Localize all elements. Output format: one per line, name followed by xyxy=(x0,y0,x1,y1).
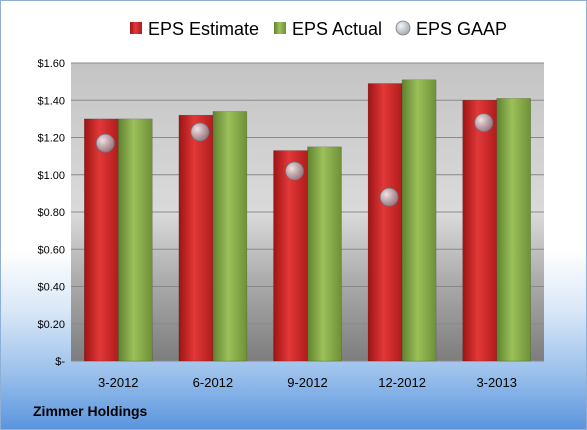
y-tick-label: $0.20 xyxy=(37,319,65,331)
legend: EPS Estimate EPS Actual EPS GAAP xyxy=(130,19,507,39)
marker-eps-gaap xyxy=(190,122,210,142)
y-tick-label: $1.00 xyxy=(37,170,65,182)
y-tick-label: $0.60 xyxy=(37,244,65,256)
x-axis-categories: 3-2012 6-2012 9-2012 12-2012 3-2013 xyxy=(98,375,517,390)
bar-eps-actual xyxy=(401,79,437,362)
y-tick-label: $0.80 xyxy=(37,207,65,219)
bar-eps-estimate xyxy=(178,114,214,362)
bar-eps-estimate xyxy=(462,100,497,362)
x-category-label: 3-2013 xyxy=(476,375,516,390)
bar-eps-estimate xyxy=(367,83,403,362)
marker-eps-gaap xyxy=(95,133,115,153)
y-tick-label: $1.60 xyxy=(37,58,65,70)
legend-swatch-gaap xyxy=(395,20,411,36)
marker-eps-gaap xyxy=(285,161,304,181)
y-tick-label: $0.40 xyxy=(37,282,65,294)
x-category-label: 3-2012 xyxy=(98,375,138,390)
y-tick-label: $- xyxy=(55,356,65,368)
x-category-label: 9-2012 xyxy=(287,375,327,390)
y-axis-ticks: $- $0.20 $0.40 $0.60 $0.80 $1.00 $1.20 $1.40 $1.… xyxy=(37,58,65,368)
bar-eps-estimate xyxy=(273,150,308,362)
legend-label-estimate: EPS Estimate xyxy=(148,19,259,39)
marker-eps-gaap xyxy=(474,113,494,132)
bar-eps-actual xyxy=(118,118,153,362)
x-category-label: 6-2012 xyxy=(193,375,233,390)
x-category-label: 12-2012 xyxy=(378,375,426,390)
y-tick-label: $1.40 xyxy=(37,95,65,107)
legend-label-actual: EPS Actual xyxy=(292,19,382,39)
legend-swatch-actual xyxy=(274,22,286,34)
legend-swatch-estimate xyxy=(130,22,142,34)
y-tick-label: $1.20 xyxy=(37,133,65,145)
bar-eps-estimate xyxy=(84,118,119,362)
bar-eps-actual xyxy=(212,111,248,362)
legend-label-gaap: EPS GAAP xyxy=(416,19,507,39)
bars xyxy=(84,79,531,362)
bar-eps-actual xyxy=(307,146,342,362)
bar-eps-actual xyxy=(496,98,531,362)
company-name: Zimmer Holdings xyxy=(33,403,148,419)
marker-eps-gaap xyxy=(379,187,399,207)
gaap-markers xyxy=(95,113,494,207)
